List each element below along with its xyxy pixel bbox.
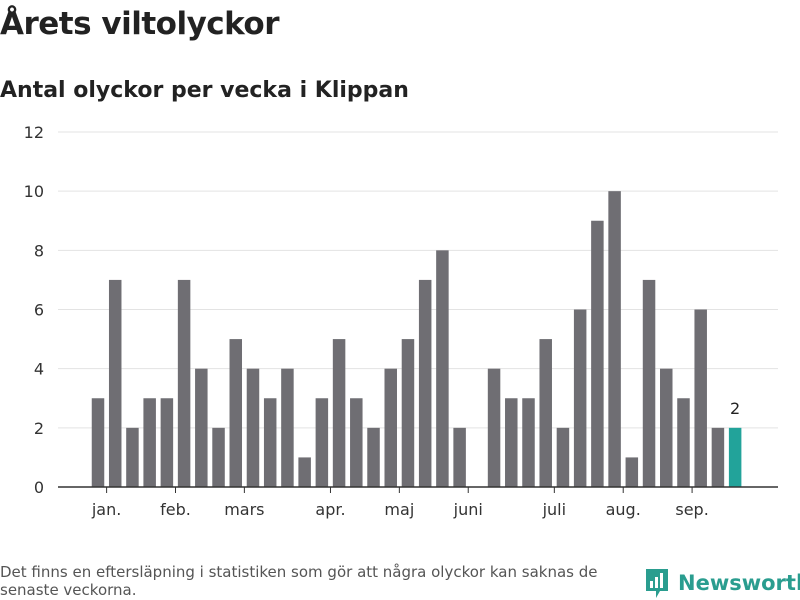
- y-tick-label: 6: [34, 301, 44, 320]
- bar: [195, 368, 208, 487]
- y-tick-label: 2: [34, 419, 44, 438]
- bar: [418, 279, 432, 487]
- y-tick-label: 10: [24, 182, 44, 201]
- bar: [660, 368, 673, 487]
- bar: [436, 250, 449, 487]
- footnote: Det finns en eftersläpning i statistiken…: [0, 563, 598, 599]
- bar: [625, 457, 639, 487]
- bar: [263, 398, 277, 487]
- bar: [384, 368, 397, 487]
- bar-highlight: [728, 427, 742, 487]
- x-tick-label: mars: [224, 500, 264, 519]
- bar: [177, 279, 191, 487]
- bar: [694, 309, 707, 487]
- x-tick-label: juni: [453, 500, 483, 519]
- newsworthy-logo: Newsworthy: [644, 566, 800, 600]
- bar: [505, 398, 518, 487]
- bar: [453, 427, 466, 487]
- y-tick-label: 4: [34, 360, 44, 379]
- bar: [332, 339, 346, 487]
- bar: [487, 368, 501, 487]
- x-tick-label: feb.: [160, 500, 191, 519]
- bar: [108, 279, 122, 487]
- y-tick-label: 0: [34, 478, 44, 497]
- bar: [539, 339, 552, 487]
- chart-bubble-icon: [646, 569, 668, 598]
- y-tick-label: 12: [24, 123, 44, 142]
- x-tick-label: aug.: [606, 500, 641, 519]
- bar: [91, 398, 105, 487]
- bar: [522, 398, 535, 487]
- bar: [246, 368, 260, 487]
- x-tick-label: maj: [384, 500, 414, 519]
- x-tick-label: juli: [542, 500, 566, 519]
- bar: [229, 339, 243, 487]
- y-tick-label: 8: [34, 241, 44, 260]
- bar: [711, 427, 725, 487]
- bar: [642, 279, 656, 487]
- x-tick-label: jan.: [91, 500, 121, 519]
- bar: [126, 427, 139, 487]
- data-label: 2: [730, 399, 740, 418]
- bar: [143, 398, 156, 487]
- bar: [160, 398, 174, 487]
- bar: [677, 398, 690, 487]
- x-tick-label: sep.: [675, 500, 708, 519]
- brand-name: Newsworthy: [678, 571, 800, 595]
- bar: [298, 457, 311, 487]
- chart-subtitle: Antal olyckor per vecka i Klippan: [0, 78, 409, 103]
- bar: [608, 191, 621, 487]
- bar: [315, 398, 329, 487]
- bar: [573, 309, 587, 487]
- bar: [401, 339, 415, 487]
- bar: [367, 427, 380, 487]
- bar: [212, 427, 225, 487]
- bar: [591, 220, 604, 487]
- bar: [281, 368, 294, 487]
- bar: [350, 398, 363, 487]
- x-tick-label: apr.: [315, 500, 345, 519]
- chart-title: Årets viltolyckor: [0, 6, 280, 42]
- bar: [556, 427, 570, 487]
- bar-chart: 0 2 4 6 8 10 12 2 jan. feb. mars apr. maj juni juli aug…: [24, 123, 778, 519]
